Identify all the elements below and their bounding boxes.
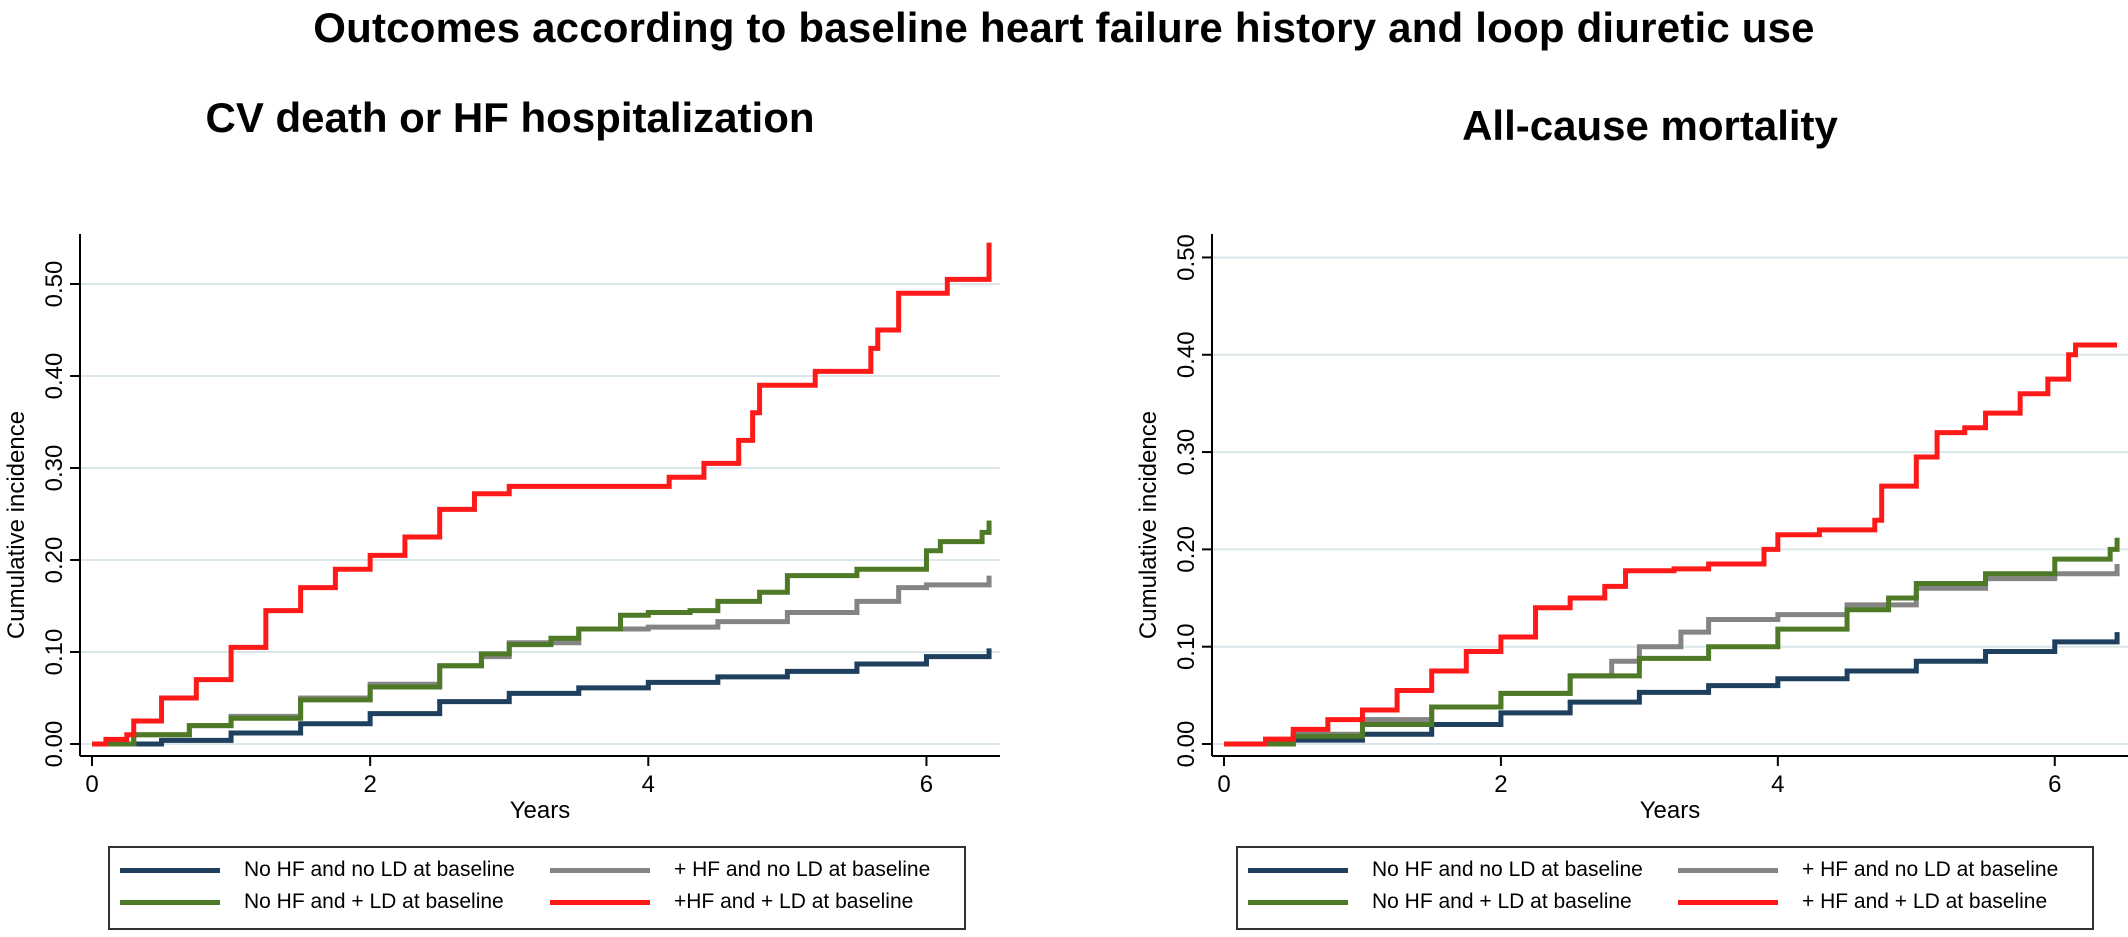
chart-all-cause-mortality: 0.00 0.10 0.20 0.30 0.40 0.50 0 2 4 6 Years Cumulat…: [1135, 234, 2128, 824]
x-tick-label: 4: [1771, 771, 1784, 798]
y-tick-label: 0.00: [41, 721, 68, 768]
legend-item: +HF and + LD at baseline: [550, 890, 913, 914]
series-line-1: [92, 648, 992, 747]
legend-item: + HF and + LD at baseline: [1678, 890, 2047, 914]
y-tick-label: 0.40: [41, 353, 68, 400]
legend-label: + HF and no LD at baseline: [1802, 858, 2059, 881]
legend-swatch: [1248, 867, 1348, 873]
y-tick-label: 0.00: [1173, 721, 1200, 768]
x-tick-label: 0: [85, 771, 98, 798]
y-tick-label: 0.20: [41, 537, 68, 584]
x-tick-label: 6: [2048, 771, 2061, 798]
legend-item: No HF and + LD at baseline: [1248, 890, 1632, 914]
y-axis-label: Cumulative incidence: [1135, 411, 1162, 639]
y-tick-label: 0.40: [1173, 331, 1200, 378]
y-tick-label: 0.50: [1173, 234, 1200, 281]
y-tick-label: 0.30: [1173, 429, 1200, 476]
x-axis-label: Years: [1640, 797, 1701, 824]
legend-label: + HF and no LD at baseline: [674, 858, 931, 881]
series-line-4: [92, 242, 992, 747]
legend-item: + HF and no LD at baseline: [550, 858, 930, 882]
legend-item: No HF and no LD at baseline: [120, 858, 515, 882]
legend-swatch: [550, 867, 650, 873]
chart-title-cv-death-hf: CV death or HF hospitalization: [205, 94, 815, 141]
series-line-1: [1224, 632, 2120, 747]
x-tick-label: 2: [363, 771, 376, 798]
legend-swatch: [1678, 899, 1778, 905]
legend-label: +HF and + LD at baseline: [674, 890, 914, 913]
legend-label: No HF and + LD at baseline: [1372, 890, 1632, 913]
legend-item: No HF and + LD at baseline: [120, 890, 504, 914]
legend-swatch: [550, 899, 650, 905]
legend-label: + HF and + LD at baseline: [1802, 890, 2048, 913]
y-tick-label: 0.30: [41, 445, 68, 492]
legend-swatch: [120, 899, 220, 905]
y-tick-label: 0.20: [1173, 526, 1200, 573]
x-axis-label: Years: [510, 797, 571, 824]
legend-label: No HF and no LD at baseline: [1372, 858, 1643, 881]
legend-left: No HF and no LD at baseline + HF and no L…: [108, 846, 966, 930]
series-line-3: [92, 520, 992, 747]
x-tick-label: 0: [1217, 771, 1230, 798]
x-tick-label: 4: [642, 771, 655, 798]
legend-swatch: [1248, 899, 1348, 905]
legend-label: No HF and no LD at baseline: [244, 858, 515, 881]
y-tick-label: 0.50: [41, 261, 68, 308]
chart-title-all-cause-mortality: All-cause mortality: [1462, 102, 1838, 149]
legend-item: No HF and no LD at baseline: [1248, 858, 1643, 882]
figure-title: Outcomes according to baseline heart fai…: [313, 4, 1815, 51]
legend-swatch: [120, 867, 220, 873]
legend-item: + HF and no LD at baseline: [1678, 858, 2058, 882]
series-line-4: [1224, 342, 2118, 747]
chart-cv-death-hf: 0.00 0.10 0.20 0.30 0.40 0.50 0 2 4 6 Years Cumulat…: [3, 234, 1000, 824]
x-tick-label: 2: [1494, 771, 1507, 798]
series-line-3: [1224, 537, 2120, 747]
legend-swatch: [1678, 867, 1778, 873]
series-line-2: [92, 575, 992, 747]
y-tick-label: 0.10: [1173, 623, 1200, 670]
y-tick-label: 0.10: [41, 629, 68, 676]
legend-right: No HF and no LD at baseline + HF and no L…: [1236, 846, 2094, 930]
x-tick-label: 6: [920, 771, 933, 798]
y-axis-label: Cumulative incidence: [3, 411, 30, 639]
legend-label: No HF and + LD at baseline: [244, 890, 504, 913]
